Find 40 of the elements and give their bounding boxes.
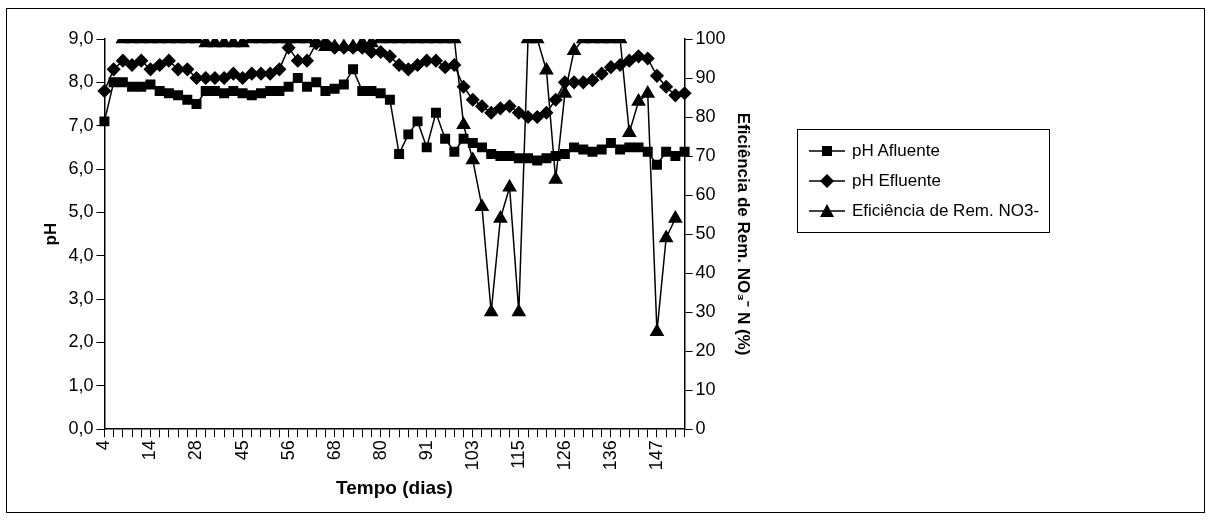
y2-tick-label: 60 [695, 184, 716, 205]
y2-tick-label: 70 [695, 145, 716, 166]
x-tick-label: 28 [185, 440, 206, 461]
x-tick-label: 56 [277, 440, 298, 461]
y2-tick-label: 90 [695, 66, 716, 87]
y2-tick-label: 0 [695, 418, 706, 439]
y-tick-label: 4,0 [68, 244, 94, 265]
y2-tick-label: 10 [695, 379, 716, 400]
x-tick-label: 80 [369, 440, 390, 461]
y-tick-label: 2,0 [68, 331, 94, 352]
x-tick-label: 103 [461, 440, 482, 471]
y2-tick-label: 100 [695, 27, 726, 48]
y-axis-title: pH [40, 222, 60, 246]
x-axis-title: Tempo (dias) [336, 476, 453, 498]
legend-label: Eficiência de Rem. NO3- [852, 200, 1040, 222]
y-tick-label: 8,0 [68, 71, 94, 92]
y-tick-label: 9,0 [68, 27, 94, 48]
y-tick-label: 7,0 [68, 114, 94, 135]
y2-tick-label: 30 [695, 301, 716, 322]
x-tick-label: 126 [553, 440, 574, 471]
x-tick-label: 68 [323, 440, 344, 461]
x-tick-label: 147 [645, 440, 666, 471]
x-tick-label: 45 [231, 440, 252, 461]
x-tick-label: 136 [599, 440, 620, 471]
x-tick-label: 115 [507, 440, 528, 469]
legend-label: pH Afluente [852, 140, 940, 162]
x-tick-label: 4 [93, 440, 114, 451]
y2-axis-title: Eficiência de Rem. NO₃⁻ N (%) [734, 112, 754, 356]
legend-label: pH Efluente [852, 170, 941, 192]
y-tick-label: 0,0 [68, 418, 94, 439]
y2-tick-label: 80 [695, 106, 716, 126]
y2-tick-label: 50 [695, 223, 716, 244]
x-tick-label: 14 [139, 440, 160, 461]
y2-tick-label: 20 [695, 340, 716, 361]
y2-tick-label: 40 [695, 262, 716, 283]
y-tick-label: 5,0 [68, 201, 94, 222]
y-tick-label: 6,0 [68, 158, 94, 179]
y-tick-label: 3,0 [68, 288, 94, 309]
y-tick-label: 1,0 [68, 374, 94, 395]
x-tick-label: 91 [415, 440, 436, 461]
